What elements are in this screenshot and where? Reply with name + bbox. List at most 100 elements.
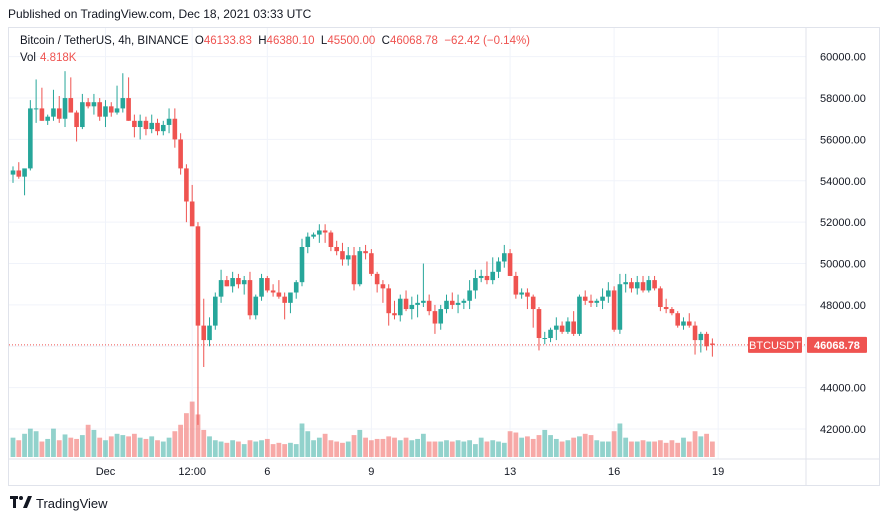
candle-body [455, 302, 461, 305]
candle-body [311, 234, 316, 237]
volume-bar [490, 440, 496, 457]
candle-body [525, 292, 530, 297]
volume-bar [247, 440, 253, 457]
volume-bar [709, 441, 715, 457]
volume-bar [704, 433, 709, 457]
candle-body [299, 247, 305, 283]
candle-body [582, 296, 588, 301]
candle-body [640, 282, 646, 291]
volume-bar [525, 436, 530, 457]
candle-body [132, 120, 137, 128]
candle-body [507, 253, 513, 276]
volume-bar [166, 437, 172, 457]
candle-body [137, 120, 143, 128]
y-tick-label: 60000.00 [820, 52, 866, 64]
volume-bar [686, 441, 692, 457]
candle-body [172, 118, 178, 140]
candle-body [577, 296, 582, 334]
candle-body [559, 325, 565, 332]
x-tick-label: 6 [264, 466, 270, 478]
volume-bar [444, 440, 449, 457]
candle-body [571, 321, 576, 334]
candle-body [85, 102, 91, 107]
candle-body [374, 273, 380, 285]
volume-bar [10, 437, 16, 457]
candle-body [39, 108, 45, 121]
candle-body [588, 300, 594, 303]
volume-bar [426, 441, 432, 457]
candle-body [686, 321, 692, 326]
volume-bar [363, 437, 368, 457]
volume-bar [253, 441, 259, 457]
volume-bar [316, 437, 322, 457]
volume-bar [692, 431, 698, 457]
volume-bar [288, 442, 293, 457]
volume-bar [184, 413, 189, 457]
change-value: −62.42 (−0.14%) [444, 35, 531, 47]
volume-bar [22, 433, 27, 457]
high-value: 46380.10 [266, 35, 315, 47]
volume-bar [282, 444, 288, 457]
volume-bar [79, 435, 85, 457]
candle-body [409, 304, 415, 310]
volume-bar [120, 435, 126, 457]
volume-bar [68, 437, 74, 457]
volume-bar [305, 431, 311, 457]
volume-bar [657, 440, 663, 457]
candle-body [611, 290, 617, 330]
candle-body [548, 329, 553, 339]
volume-bar [45, 438, 51, 457]
candle-body [259, 278, 264, 297]
volume-bar [189, 401, 195, 457]
candle-body [634, 282, 640, 289]
candle-body [16, 170, 22, 177]
symbol-label[interactable]: Bitcoin / TetherUS, 4h, BINANCE [20, 35, 189, 47]
candle-body [22, 168, 27, 177]
candle-body [114, 108, 120, 113]
volume-bar [663, 442, 669, 457]
candle-body [438, 309, 444, 324]
low-label: L [320, 35, 328, 47]
volume-bar [149, 436, 155, 457]
volume-bar [143, 438, 149, 457]
publish-caption: Published on TradingView.com, Dec 18, 20… [8, 7, 312, 21]
volume-bar [478, 437, 484, 457]
candle-body [461, 300, 467, 303]
volume-bar [577, 436, 582, 457]
volume-bar [542, 429, 548, 457]
ohlc-legend: Bitcoin / TetherUS, 4h, BINANCE O46133.8… [20, 35, 530, 47]
candle-body [669, 309, 675, 314]
volume-bar [507, 431, 513, 457]
volume-bar [392, 437, 397, 457]
candle-body [426, 300, 432, 312]
volume-bar [605, 441, 611, 457]
candle-body [184, 168, 189, 202]
volume-bar [103, 440, 108, 457]
x-tick-label: 19 [712, 466, 724, 478]
symbol-tag [748, 336, 802, 353]
volume-bar [588, 435, 594, 457]
candlestick-chart[interactable]: 60000.00 58000.00 56000.00 54000.00 52000.00… [9, 28, 879, 485]
volume-bar [582, 433, 588, 457]
brand-name: TradingView [36, 495, 108, 511]
candle-body [45, 116, 50, 121]
volume-bar [420, 433, 426, 457]
candle-body [51, 108, 56, 117]
volume-bar [85, 424, 91, 457]
y-tick-label: 50000.00 [820, 259, 866, 271]
candle-body [253, 296, 259, 316]
volume-bar [137, 437, 143, 457]
y-tick-label: 54000.00 [820, 176, 866, 188]
candle-body [444, 300, 449, 310]
candle-body [600, 296, 605, 301]
candle-body [380, 284, 386, 289]
candle-body [120, 98, 126, 109]
candle-body [62, 98, 68, 119]
footer-brand[interactable]: TradingView [10, 495, 108, 511]
volume-bar [611, 431, 617, 457]
candle-body [207, 325, 212, 341]
volume-bar [553, 438, 559, 457]
y-tick-label: 52000.00 [820, 217, 866, 229]
volume-bar [698, 436, 704, 457]
candle-body [166, 118, 172, 125]
